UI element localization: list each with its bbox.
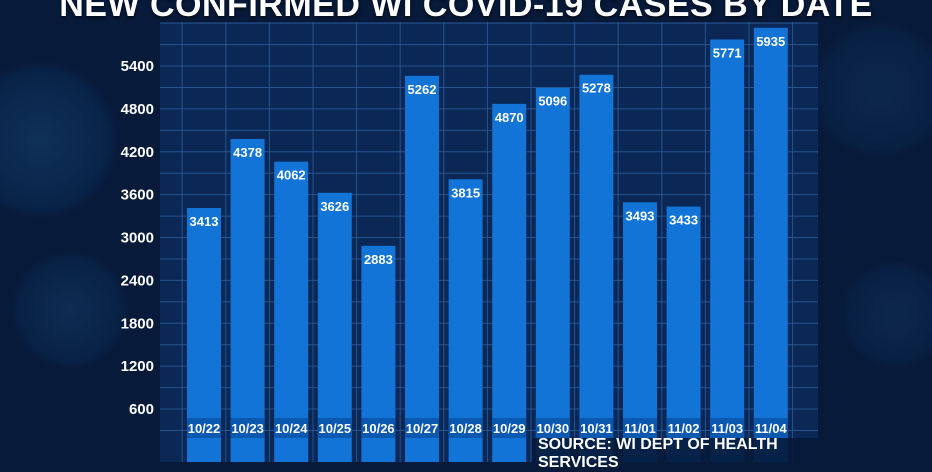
- bar: [535, 87, 570, 463]
- bar: [405, 75, 439, 462]
- y-tick-label: 4800: [121, 101, 154, 118]
- chart-title: NEW CONFIRMED WI COVID-19 CASES BY DATE: [59, 0, 873, 24]
- y-tick-label: 4200: [121, 144, 154, 161]
- bar: [753, 27, 788, 463]
- bar: [710, 39, 745, 463]
- bar-value-label: 4378: [233, 145, 262, 160]
- category-label-band: [535, 418, 570, 438]
- bar-value-label: 5278: [582, 81, 611, 96]
- x-tick-label: 10/26: [362, 421, 395, 436]
- bar-value-label: 5096: [538, 94, 567, 109]
- bar-value-label: 4870: [495, 110, 524, 125]
- virus-decoration: [840, 260, 932, 370]
- bar-value-label: 3413: [190, 214, 219, 229]
- category-label-band: [317, 418, 352, 438]
- y-tick-label: 5400: [121, 58, 154, 75]
- category-label-band: [579, 418, 614, 438]
- bar: [274, 161, 309, 462]
- y-tick-label: 3000: [121, 230, 154, 247]
- bar-value-label: 3493: [626, 208, 655, 223]
- bar-value-label: 4062: [277, 168, 306, 183]
- y-tick-label: 1200: [121, 358, 154, 375]
- source-credit: SOURCE: WI DEPT OF HEALTH SERVICES: [538, 436, 778, 471]
- category-label-band: [274, 418, 309, 438]
- bar-value-label: 2883: [364, 252, 393, 267]
- category-label-band: [361, 418, 396, 438]
- x-tick-label: 10/30: [537, 421, 570, 436]
- category-label-band: [492, 418, 527, 438]
- bar-value-label: 3815: [451, 185, 480, 200]
- x-tick-label: 11/04: [755, 421, 788, 436]
- x-tick-label: 10/23: [231, 421, 264, 436]
- bar-value-label: 5935: [756, 34, 785, 49]
- x-tick-label: 10/31: [580, 421, 613, 436]
- y-tick-label: 600: [129, 401, 154, 418]
- category-label-band: [448, 418, 483, 438]
- category-label-band: [666, 418, 701, 438]
- x-tick-label: 11/03: [711, 421, 743, 436]
- y-tick-label: 1800: [121, 315, 154, 332]
- bar-value-label: 3433: [669, 213, 698, 228]
- bar: [492, 103, 527, 462]
- category-label-band: [187, 418, 221, 438]
- y-tick-label: 2400: [121, 272, 154, 289]
- bar-value-label: 5262: [408, 82, 437, 97]
- x-tick-label: 10/28: [449, 421, 482, 436]
- bar: [448, 179, 483, 462]
- source-bar-background: [532, 438, 818, 462]
- x-tick-label: 10/24: [275, 421, 308, 436]
- bar: [579, 74, 614, 462]
- category-label-band: [230, 418, 265, 438]
- category-label-band: [623, 418, 657, 438]
- x-tick-label: 10/29: [493, 421, 526, 436]
- y-tick-label: 3600: [121, 187, 154, 204]
- x-tick-label: 11/01: [624, 421, 656, 436]
- virus-decoration: [10, 250, 130, 370]
- bar-value-label: 5771: [713, 45, 742, 60]
- x-tick-label: 10/27: [406, 421, 439, 436]
- bar-value-label: 3626: [320, 199, 349, 214]
- x-tick-label: 10/22: [188, 421, 221, 436]
- bar: [230, 139, 265, 463]
- x-tick-label: 10/25: [319, 421, 352, 436]
- category-label-band: [710, 418, 745, 438]
- category-label-band: [405, 418, 439, 438]
- category-label-band: [753, 418, 788, 438]
- bar: [317, 192, 352, 462]
- virus-decoration: [810, 20, 932, 160]
- x-tick-label: 11/02: [668, 421, 700, 436]
